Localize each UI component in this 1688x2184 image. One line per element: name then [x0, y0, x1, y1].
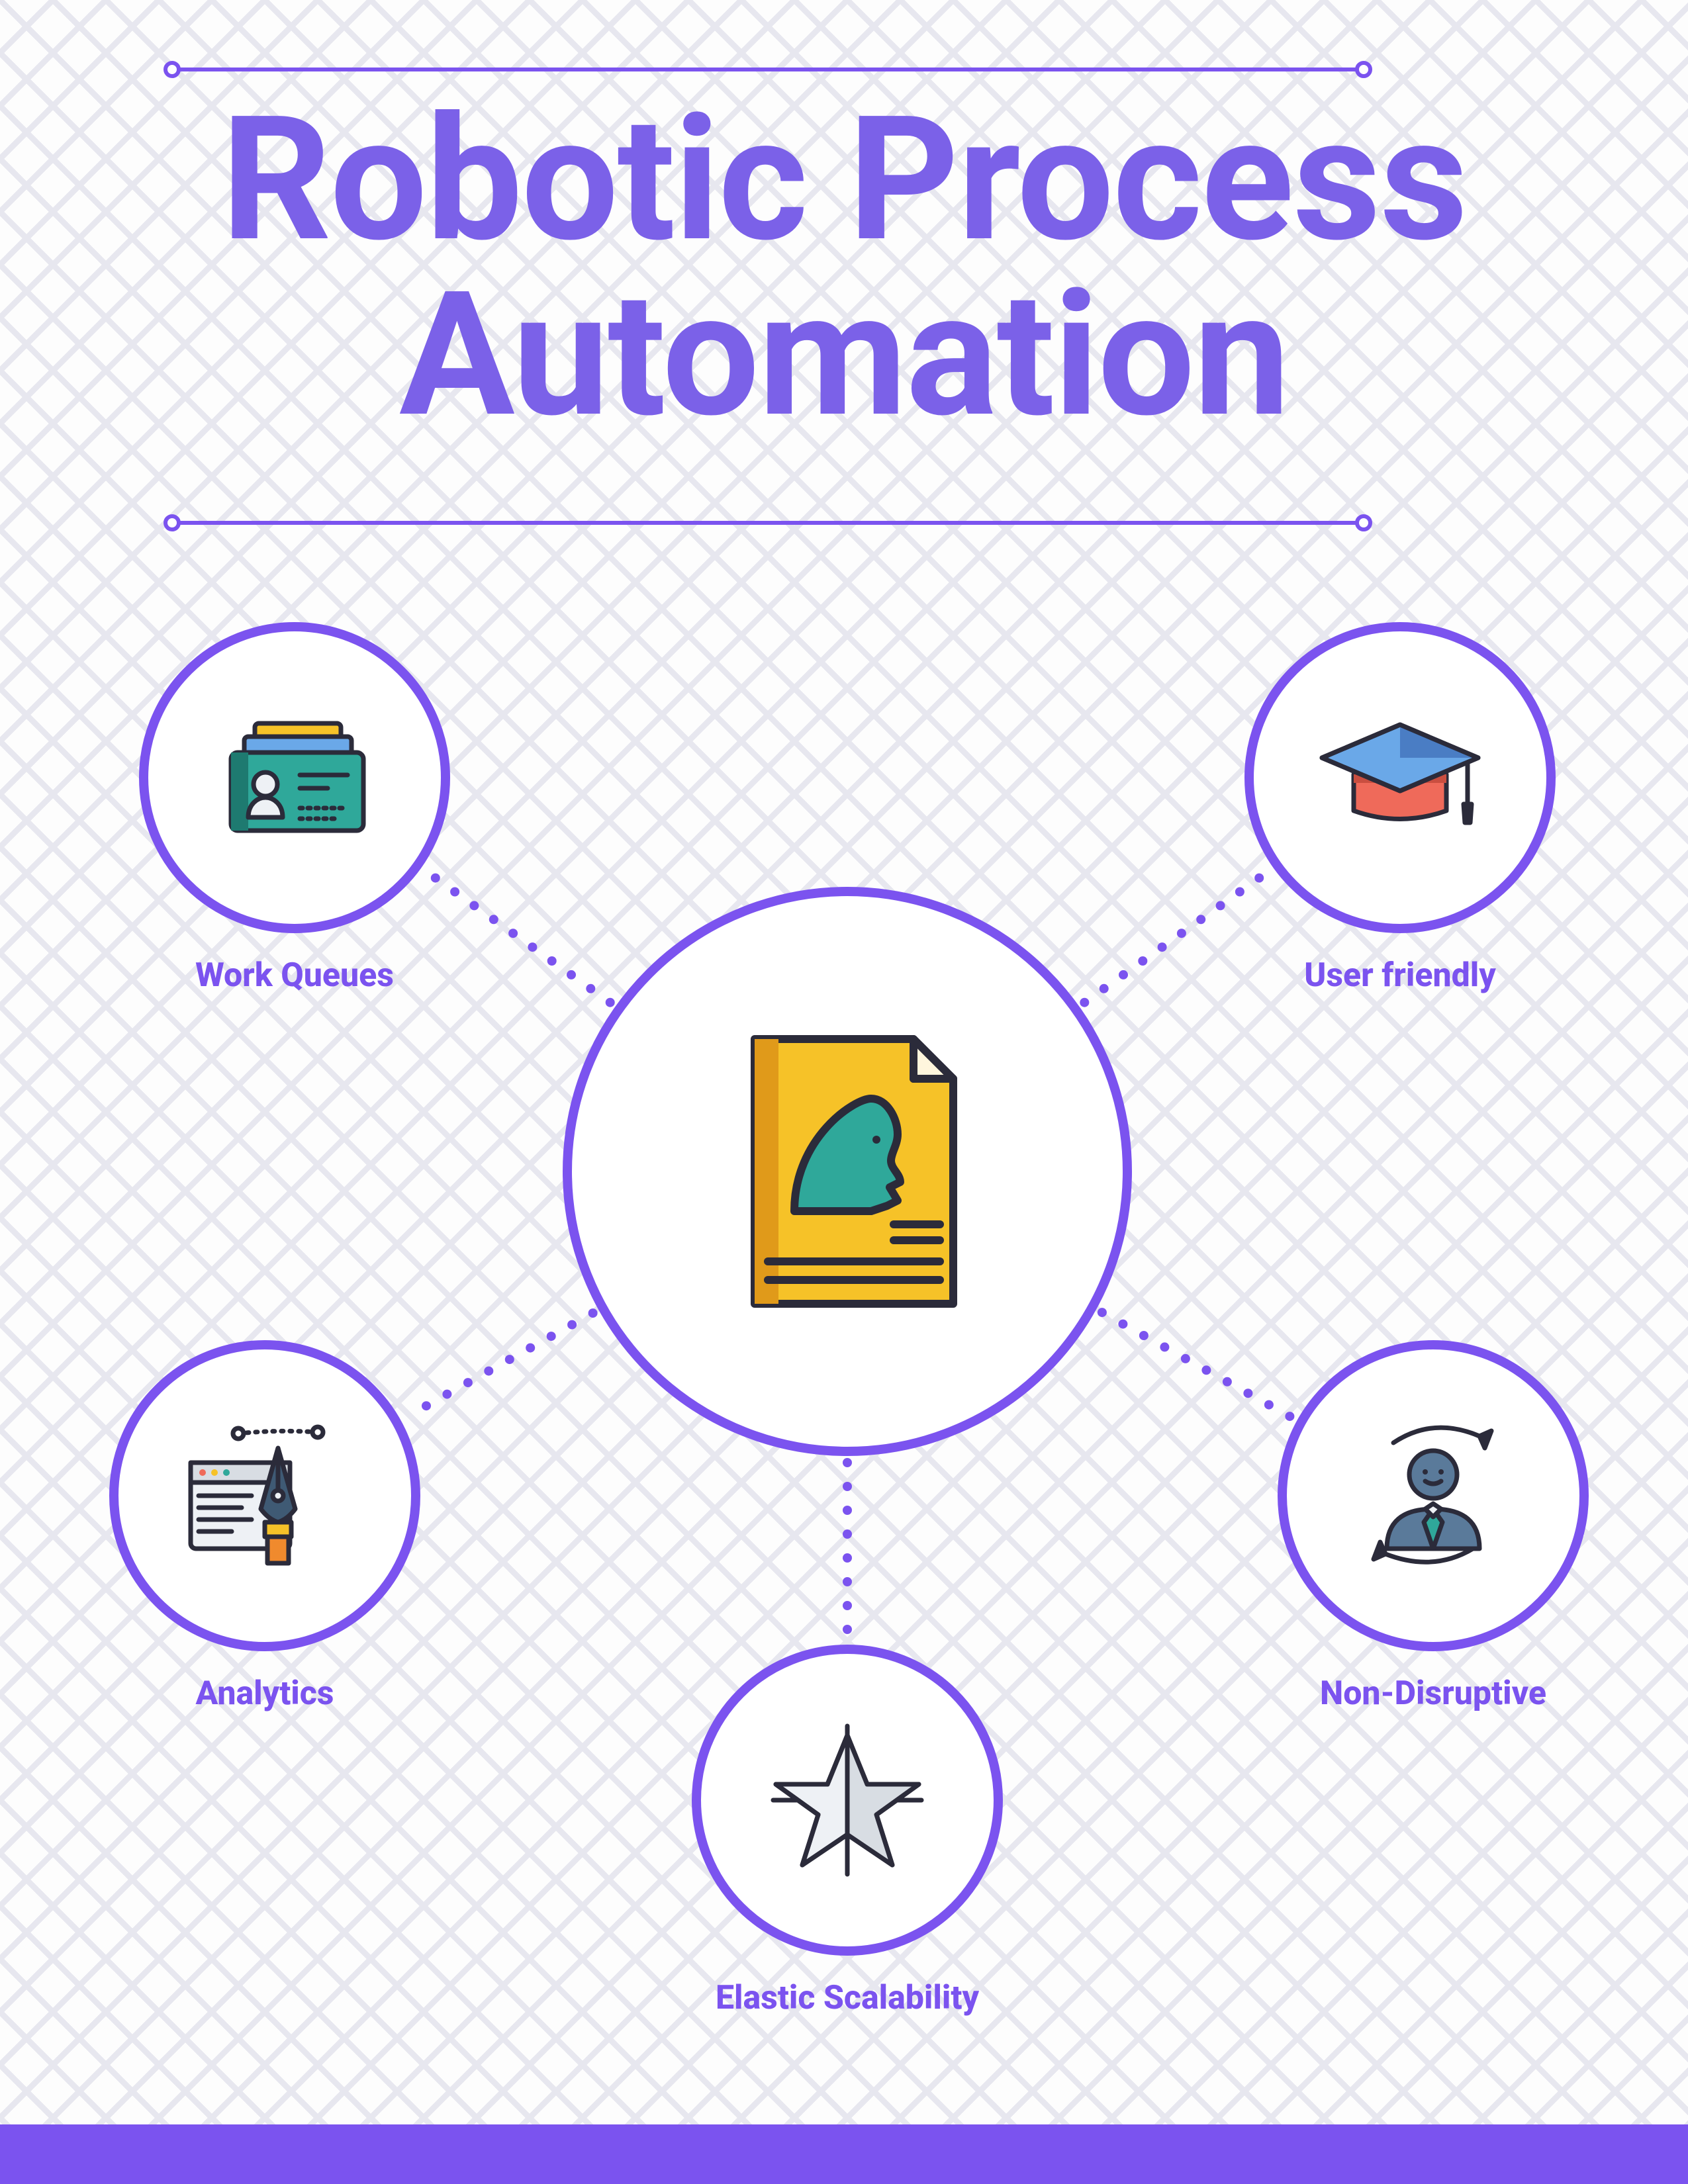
label-non-disruptive: Non-Disruptive	[1235, 1674, 1632, 1713]
id-cards-icon	[215, 711, 374, 844]
title-line-1: Robotic Process	[221, 93, 1467, 268]
node-work-queues	[139, 622, 450, 933]
title-rule-top-dot-left	[164, 61, 181, 78]
title-rule-bottom-dot-right	[1355, 514, 1372, 531]
document-face-icon	[728, 1026, 966, 1317]
title-line-2: Automation	[221, 268, 1467, 443]
label-analytics: Analytics	[66, 1674, 463, 1713]
node-user-friendly	[1244, 622, 1556, 933]
title-rule-top	[172, 68, 1364, 71]
person-rotate-icon	[1347, 1416, 1519, 1575]
label-user-friendly: User friendly	[1201, 956, 1599, 995]
page-title: Robotic Process Automation	[221, 93, 1467, 443]
grad-cap-icon	[1314, 711, 1486, 844]
label-work-queues: Work Queues	[96, 956, 493, 995]
title-rule-bottom	[172, 521, 1364, 525]
node-analytics	[109, 1340, 420, 1651]
star-icon	[768, 1721, 927, 1880]
pen-tool-icon	[179, 1416, 351, 1575]
infographic-canvas: Robotic Process Automation	[0, 0, 1688, 2184]
title-rule-bottom-dot-left	[164, 514, 181, 531]
center-node	[563, 887, 1132, 1456]
node-elastic	[692, 1645, 1003, 1956]
label-elastic: Elastic Scalability	[649, 1979, 1046, 2017]
title-rule-top-dot-right	[1355, 61, 1372, 78]
node-non-disruptive	[1278, 1340, 1589, 1651]
center-node-inner	[572, 896, 1123, 1447]
